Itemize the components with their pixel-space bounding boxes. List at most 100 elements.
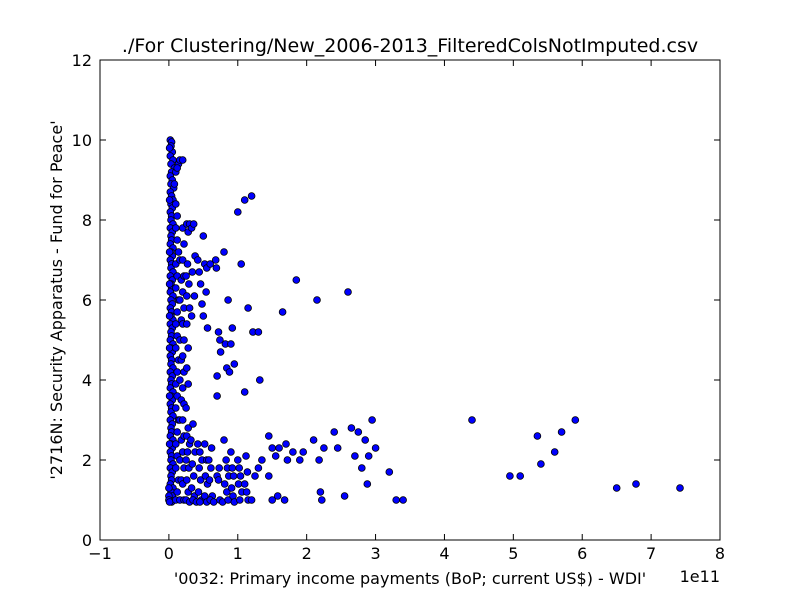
x-tick-label: 4 [439, 544, 449, 563]
data-point [227, 448, 235, 456]
data-point [173, 368, 182, 376]
data-point [180, 240, 188, 248]
data-point [392, 496, 401, 504]
data-point [264, 472, 273, 480]
data-point [468, 416, 476, 424]
data-point [172, 200, 180, 208]
data-point [251, 472, 259, 480]
data-point [330, 428, 339, 436]
data-point [273, 492, 282, 500]
data-point [255, 376, 264, 384]
y-tick-label: 8 [82, 211, 92, 230]
data-point [227, 340, 235, 348]
data-point [258, 456, 266, 464]
data-point [198, 300, 206, 308]
data-point [240, 480, 249, 488]
data-point [364, 452, 373, 460]
y-tick-label: 12 [72, 51, 92, 70]
x-tick-label: 6 [577, 544, 587, 563]
data-point [235, 464, 244, 472]
data-point [173, 428, 182, 436]
data-point [254, 464, 263, 472]
data-point [216, 336, 224, 344]
data-point [165, 392, 174, 400]
data-point [170, 180, 179, 188]
data-point [165, 144, 174, 152]
data-point [207, 444, 216, 452]
data-point [172, 344, 180, 352]
data-point [228, 324, 237, 332]
x-tick-label: 7 [646, 544, 656, 563]
data-point [188, 460, 197, 468]
data-point [183, 448, 192, 456]
data-point [244, 304, 252, 312]
data-point [178, 256, 187, 264]
data-point [213, 372, 221, 380]
data-point [224, 296, 232, 304]
data-point [313, 296, 321, 304]
data-point [195, 464, 204, 472]
data-point [309, 436, 318, 444]
data-point [184, 344, 193, 352]
data-point [236, 496, 244, 504]
data-point [176, 456, 184, 464]
data-point [172, 404, 180, 412]
data-point [187, 484, 196, 492]
data-point [247, 192, 256, 200]
data-point [299, 448, 308, 456]
data-point [214, 328, 223, 336]
data-point [183, 364, 191, 372]
data-point [172, 464, 180, 472]
data-point [275, 444, 283, 452]
data-point [196, 448, 204, 456]
x-tick-label: 1 [233, 544, 243, 563]
x-tick-label: 8 [715, 544, 725, 563]
data-point [371, 444, 380, 452]
data-point [268, 496, 277, 504]
data-point [172, 440, 180, 448]
data-point [187, 312, 196, 320]
data-point [172, 284, 180, 292]
data-point [165, 312, 174, 320]
data-point [188, 268, 197, 276]
data-point [183, 320, 191, 328]
data-point [280, 496, 289, 504]
data-point [333, 444, 342, 452]
data-point [178, 156, 187, 164]
data-point [187, 436, 195, 444]
data-point [207, 464, 215, 472]
data-point [533, 432, 542, 440]
data-point [173, 488, 182, 496]
data-point [203, 324, 212, 332]
data-point [237, 260, 246, 268]
data-point [289, 448, 297, 456]
data-point [183, 476, 191, 484]
data-point [268, 444, 277, 452]
data-point [225, 368, 234, 376]
data-point [242, 488, 251, 496]
data-point [165, 196, 174, 204]
data-point [283, 456, 292, 464]
data-point [229, 472, 238, 480]
data-point [271, 452, 280, 460]
data-point [316, 488, 325, 496]
data-point [222, 456, 230, 464]
data-point [182, 404, 190, 412]
data-point [537, 460, 545, 468]
y-axis-label: '2716N: Security Apparatus - Fund for Pe… [47, 120, 66, 479]
data-point [320, 444, 328, 452]
data-point [173, 236, 182, 244]
data-point [228, 464, 237, 472]
data-point [189, 420, 197, 428]
data-point [363, 480, 372, 488]
data-point [184, 424, 193, 432]
x-tick-label: −1 [88, 544, 112, 563]
data-point [227, 484, 236, 492]
data-point [178, 352, 187, 360]
data-point [212, 264, 221, 272]
x-tick-label: 0 [164, 544, 174, 563]
data-point [242, 452, 250, 460]
data-point [199, 312, 208, 320]
data-point [165, 440, 174, 448]
